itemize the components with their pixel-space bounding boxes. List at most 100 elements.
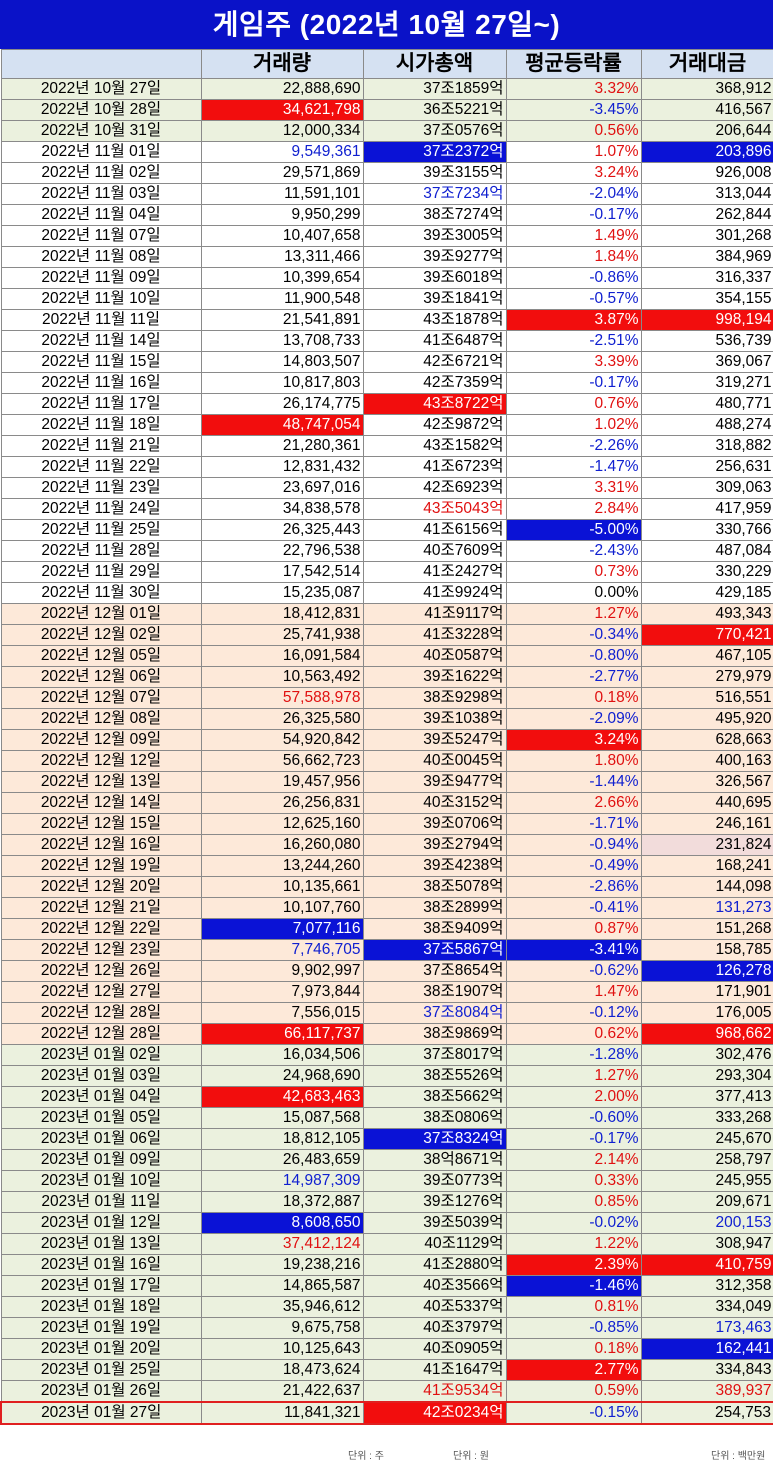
table-row: 2022년 11월 08일 13,311,466 39조9277억 1.84% 384,… xyxy=(0,246,773,268)
avg-rate-cell: 3.24% xyxy=(505,162,642,184)
date-cell: 2022년 12월 01일 xyxy=(0,603,202,625)
avg-rate-cell: -0.80% xyxy=(505,645,642,667)
trade-amount-cell: 488,274 xyxy=(640,414,773,436)
header-date xyxy=(0,49,202,79)
date-cell: 2022년 11월 30일 xyxy=(0,582,202,604)
trade-amount-cell: 354,155 xyxy=(640,288,773,310)
avg-rate-cell: 0.62% xyxy=(505,1023,642,1045)
trade-amount-cell: 330,766 xyxy=(640,519,773,541)
market-cap-cell: 38조9869억 xyxy=(362,1023,507,1045)
volume-cell: 18,812,105 xyxy=(200,1128,364,1150)
table-row: 2022년 12월 21일 10,107,760 38조2899억 -0.41% 131… xyxy=(0,897,773,919)
table-row: 2022년 11월 14일 13,708,733 41조6487억 -2.51% 536… xyxy=(0,330,773,352)
trade-amount-cell: 334,049 xyxy=(640,1296,773,1318)
trade-amount-cell: 254,753 xyxy=(640,1401,773,1425)
avg-rate-cell: -2.77% xyxy=(505,666,642,688)
date-cell: 2022년 12월 28일 xyxy=(0,1002,202,1024)
date-cell: 2022년 11월 28일 xyxy=(0,540,202,562)
volume-cell: 18,372,887 xyxy=(200,1191,364,1213)
trade-amount-cell: 400,163 xyxy=(640,750,773,772)
table-row: 2023년 01월 04일 42,683,463 38조5662억 2.00% 377,… xyxy=(0,1086,773,1108)
avg-rate-cell: 0.59% xyxy=(505,1380,642,1403)
market-cap-cell: 39조1038억 xyxy=(362,708,507,730)
date-cell: 2023년 01월 03일 xyxy=(0,1065,202,1087)
avg-rate-cell: 0.85% xyxy=(505,1191,642,1213)
header-market-cap: 시가총액 xyxy=(362,49,507,79)
volume-cell: 24,968,690 xyxy=(200,1065,364,1087)
volume-cell: 37,412,124 xyxy=(200,1233,364,1255)
market-cap-cell: 39조6018억 xyxy=(362,267,507,289)
trade-amount-cell: 377,413 xyxy=(640,1086,773,1108)
date-cell: 2022년 11월 04일 xyxy=(0,204,202,226)
avg-rate-cell: 1.27% xyxy=(505,603,642,625)
table-row: 2022년 10월 27일 22,888,690 37조1859억 3.32% 368,… xyxy=(0,78,773,100)
trade-amount-cell: 144,098 xyxy=(640,876,773,898)
trade-amount-cell: 171,901 xyxy=(640,981,773,1003)
trade-amount-cell: 162,441 xyxy=(640,1338,773,1360)
trade-amount-cell: 200,153 xyxy=(640,1212,773,1234)
date-cell: 2022년 12월 21일 xyxy=(0,897,202,919)
avg-rate-cell: -0.15% xyxy=(505,1401,642,1425)
trade-amount-cell: 429,185 xyxy=(640,582,773,604)
volume-cell: 14,987,309 xyxy=(200,1170,364,1192)
volume-cell: 10,135,661 xyxy=(200,876,364,898)
avg-rate-cell: 3.31% xyxy=(505,477,642,499)
table-row: 2022년 11월 03일 11,591,101 37조7234억 -2.04% 313… xyxy=(0,183,773,205)
table-row: 2022년 12월 15일 12,625,160 39조0706억 -1.71% 246… xyxy=(0,813,773,835)
avg-rate-cell: -0.17% xyxy=(505,204,642,226)
table-row: 2022년 11월 24일 34,838,578 43조5043억 2.84% 417,… xyxy=(0,498,773,520)
table-row: 2023년 01월 26일 21,422,637 41조9534억 0.59% 389,… xyxy=(0,1380,773,1403)
table-row: 2022년 11월 01일 9,549,361 37조2372억 1.07% 203,8… xyxy=(0,141,773,163)
volume-cell: 34,621,798 xyxy=(200,99,364,121)
market-cap-cell: 41조2427억 xyxy=(362,561,507,583)
table-row: 2023년 01월 10일 14,987,309 39조0773억 0.33% 245,… xyxy=(0,1170,773,1192)
volume-cell: 22,796,538 xyxy=(200,540,364,562)
date-cell: 2022년 12월 08일 xyxy=(0,708,202,730)
volume-cell: 13,708,733 xyxy=(200,330,364,352)
table-row: 2022년 12월 19일 13,244,260 39조4238억 -0.49% 168… xyxy=(0,855,773,877)
trade-amount-cell: 258,797 xyxy=(640,1149,773,1171)
volume-cell: 48,747,054 xyxy=(200,414,364,436)
market-cap-cell: 37조8084억 xyxy=(362,1002,507,1024)
date-cell: 2022년 11월 25일 xyxy=(0,519,202,541)
unit-volume: 단위 : 주 xyxy=(348,1451,384,1462)
avg-rate-cell: 1.02% xyxy=(505,414,642,436)
header-volume: 거래량 xyxy=(200,49,364,79)
date-cell: 2022년 11월 07일 xyxy=(0,225,202,247)
market-cap-cell: 38조2899억 xyxy=(362,897,507,919)
volume-cell: 10,407,658 xyxy=(200,225,364,247)
market-cap-cell: 41조6156억 xyxy=(362,519,507,541)
market-cap-cell: 38조7274억 xyxy=(362,204,507,226)
market-cap-cell: 43조1878억 xyxy=(362,309,507,331)
avg-rate-cell: -2.86% xyxy=(505,876,642,898)
market-cap-cell: 39조9477억 xyxy=(362,771,507,793)
unit-cap: 단위 : 원 xyxy=(453,1451,489,1462)
trade-amount-cell: 203,896 xyxy=(640,141,773,163)
market-cap-cell: 39조1841억 xyxy=(362,288,507,310)
trade-amount-cell: 231,824 xyxy=(640,834,773,856)
avg-rate-cell: 2.14% xyxy=(505,1149,642,1171)
market-cap-cell: 41조3228억 xyxy=(362,624,507,646)
avg-rate-cell: -0.17% xyxy=(505,1128,642,1150)
unit-amount: 단위 : 백만원 xyxy=(711,1451,766,1462)
volume-cell: 26,325,580 xyxy=(200,708,364,730)
volume-cell: 26,325,443 xyxy=(200,519,364,541)
avg-rate-cell: 1.27% xyxy=(505,1065,642,1087)
trade-amount-cell: 926,008 xyxy=(640,162,773,184)
market-cap-cell: 37조7234억 xyxy=(362,183,507,205)
table-row: 2022년 11월 22일 12,831,432 41조6723억 -1.47% 256… xyxy=(0,456,773,478)
date-cell: 2023년 01월 11일 xyxy=(0,1191,202,1213)
trade-amount-cell: 313,044 xyxy=(640,183,773,205)
table-row: 2022년 12월 05일 16,091,584 40조0587억 -0.80% 467… xyxy=(0,645,773,667)
avg-rate-cell: 2.84% xyxy=(505,498,642,520)
market-cap-cell: 38조5526억 xyxy=(362,1065,507,1087)
volume-cell: 7,973,844 xyxy=(200,981,364,1003)
date-cell: 2022년 12월 20일 xyxy=(0,876,202,898)
market-cap-cell: 37조8324억 xyxy=(362,1128,507,1150)
table-row: 2022년 11월 17일 26,174,775 43조8722억 0.76% 480,… xyxy=(0,393,773,415)
volume-cell: 26,256,831 xyxy=(200,792,364,814)
volume-cell: 25,741,938 xyxy=(200,624,364,646)
market-cap-cell: 43조8722억 xyxy=(362,393,507,415)
date-cell: 2023년 01월 06일 xyxy=(0,1128,202,1150)
avg-rate-cell: 0.18% xyxy=(505,687,642,709)
